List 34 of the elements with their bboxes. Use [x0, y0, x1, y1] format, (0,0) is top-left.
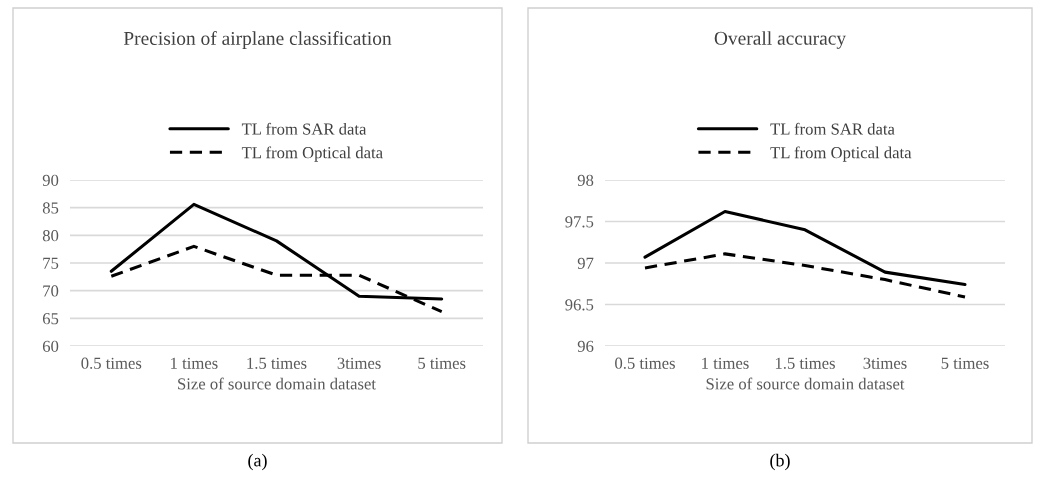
y-tick-label: 96.5 — [565, 299, 594, 311]
chart-title: Precision of airplane classification — [123, 31, 392, 49]
x-axis-title: Size of source domain dataset — [706, 377, 905, 390]
legend-label: TL from Optical data — [770, 146, 912, 162]
x-tick-label: 3times — [863, 357, 907, 369]
x-tick-label: 5 times — [418, 357, 466, 369]
x-tick-label: 1.5 times — [247, 357, 307, 369]
y-tick-label: 75 — [43, 257, 59, 269]
chart-title: Overall accuracy — [714, 31, 847, 49]
y-tick-label: 80 — [42, 230, 59, 242]
y-tick-label: 98 — [577, 174, 594, 186]
x-tick-label: 3times — [337, 357, 381, 369]
x-tick-label: 0.5 times — [81, 357, 142, 369]
legend-label: TL from SAR data — [770, 122, 895, 135]
text: (b) — [770, 453, 790, 471]
line-series — [643, 210, 967, 287]
x-axis-title: Size of source domain dataset — [178, 377, 376, 390]
line-series — [643, 252, 967, 299]
x-tick-label: 1 times — [171, 357, 218, 369]
legend-label: TL from Optical data — [241, 146, 383, 162]
x-tick-label: 1 times — [702, 357, 749, 369]
text: (a) — [248, 453, 267, 471]
legend-label: TL from SAR data — [241, 122, 367, 135]
y-tick-label: 65 — [42, 313, 59, 325]
y-tick-label: 97 — [577, 257, 594, 269]
y-tick-label: 70 — [43, 285, 59, 297]
y-tick-label: 97.5 — [565, 216, 594, 228]
y-tick-label: 60 — [42, 340, 59, 352]
x-tick-label: 5 times — [941, 357, 989, 369]
y-tick-label: 90 — [42, 174, 59, 186]
x-tick-label: 1.5 times — [775, 357, 835, 369]
y-tick-label: 96 — [577, 340, 594, 352]
y-tick-label: 85 — [42, 202, 59, 214]
x-tick-label: 0.5 times — [615, 357, 675, 369]
